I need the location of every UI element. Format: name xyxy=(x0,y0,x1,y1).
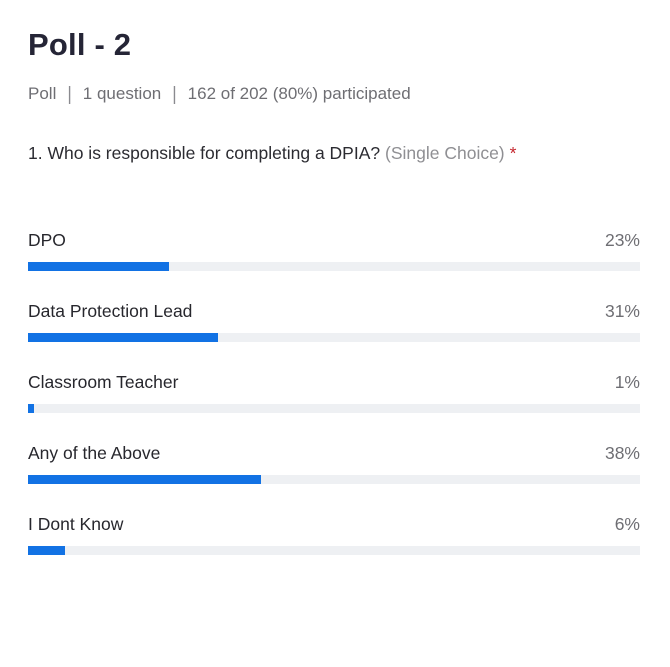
required-marker: * xyxy=(509,142,517,163)
option-label: Classroom Teacher xyxy=(28,371,179,392)
progress-fill xyxy=(28,403,35,413)
progress-fill xyxy=(28,332,218,342)
progress-track xyxy=(28,403,640,413)
question-text: 1. Who is responsible for completing a D… xyxy=(28,142,381,163)
progress-fill xyxy=(28,261,169,271)
option-row: DPO 23% xyxy=(28,230,640,271)
progress-track xyxy=(28,545,640,555)
option-percent: 31% xyxy=(604,300,640,321)
option-label: I Dont Know xyxy=(28,513,124,534)
option-percent: 23% xyxy=(604,229,640,250)
option-percent: 1% xyxy=(614,371,640,392)
meta-separator: | xyxy=(67,82,72,104)
participation-stat: 162 of 202 (80%) participated xyxy=(187,83,411,103)
poll-meta: Poll | 1 question | 162 of 202 (80%) par… xyxy=(28,82,640,104)
option-label: Data Protection Lead xyxy=(28,300,193,321)
poll-type-label: Poll xyxy=(28,83,57,103)
option-percent: 38% xyxy=(604,442,640,463)
option-percent: 6% xyxy=(614,513,640,534)
page-title: Poll - 2 xyxy=(28,27,132,62)
option-row: Data Protection Lead 31% xyxy=(28,301,640,342)
progress-fill xyxy=(28,545,65,555)
progress-track xyxy=(28,332,640,342)
option-label: Any of the Above xyxy=(28,442,161,463)
option-row: I Dont Know 6% xyxy=(28,514,640,555)
option-row: Any of the Above 38% xyxy=(28,443,640,484)
poll-options-list: DPO 23% Data Protection Lead 31% Classro… xyxy=(28,230,640,555)
question-line: 1. Who is responsible for completing a D… xyxy=(28,143,640,164)
question-type-hint: (Single Choice) xyxy=(385,142,505,163)
option-row: Classroom Teacher 1% xyxy=(28,372,640,413)
progress-fill xyxy=(28,474,261,484)
question-count: 1 question xyxy=(82,83,162,103)
meta-separator: | xyxy=(172,82,177,104)
option-label: DPO xyxy=(28,229,66,250)
progress-track xyxy=(28,474,640,484)
progress-track xyxy=(28,261,640,271)
